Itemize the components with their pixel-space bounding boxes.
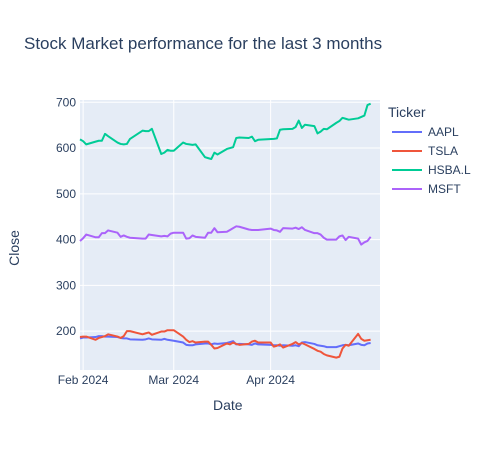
legend-item-hsba-l[interactable]: HSBA.L [392,162,471,178]
series-line-tsla [79,329,371,359]
legend-swatch [392,150,422,152]
y-tick-label: 600 [56,141,76,155]
legend-label: AAPL [428,125,459,139]
x-axis-label: Date [213,397,243,413]
y-tick-label: 700 [56,95,76,109]
series-line-hsba-l [79,102,372,161]
legend-item-msft[interactable]: MSFT [392,181,461,197]
legend-title: Ticker [388,104,426,120]
x-tick-label: Feb 2024 [58,373,109,387]
series-line-aapl [79,335,371,349]
legend-swatch [392,169,422,171]
legend-item-aapl[interactable]: AAPL [392,124,459,140]
grid-lines [80,100,380,370]
legend-swatch [392,131,422,133]
x-tick-label: Apr 2024 [246,373,295,387]
y-tick-label: 300 [56,278,76,292]
series-line-msft [79,225,372,246]
y-tick-label: 400 [56,233,76,247]
series-lines [79,102,372,359]
plot-background [80,100,380,370]
y-axis-label: Close [6,230,22,266]
x-tick-label: Mar 2024 [148,373,199,387]
legend-item-tsla[interactable]: TSLA [392,143,458,159]
y-tick-label: 500 [56,187,76,201]
chart-title: Stock Market performance for the last 3 … [24,34,383,53]
y-tick-label: 200 [56,324,76,338]
legend-label: HSBA.L [428,163,471,177]
tick-labels: 200 300 400 500 600 700 Feb 2024 Mar 2024 Apr 20… [56,95,295,387]
legend-swatch [392,188,422,190]
legend-label: TSLA [428,144,459,158]
legend-label: MSFT [428,182,461,196]
